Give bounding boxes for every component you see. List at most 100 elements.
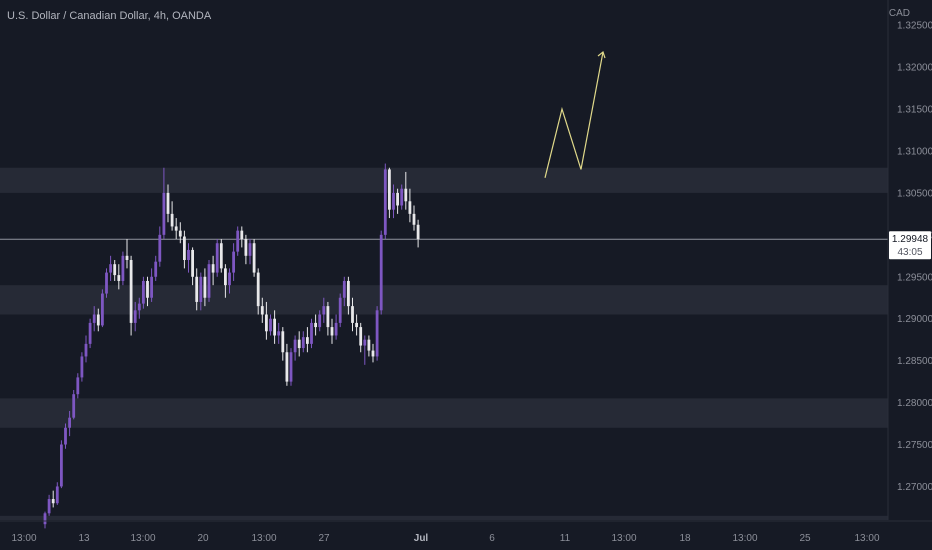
candle: [129, 260, 133, 323]
candle: [400, 188, 404, 206]
time-tick-label: 13:00: [11, 533, 36, 544]
candle: [236, 230, 240, 252]
candlestick-series: [43, 163, 420, 529]
candle: [101, 293, 104, 326]
candle: [117, 275, 121, 281]
candle: [277, 331, 281, 336]
candle: [113, 264, 117, 276]
candle: [92, 314, 96, 323]
zone-band: [0, 167, 888, 193]
projection-line[interactable]: [544, 51, 604, 178]
candle: [240, 230, 244, 240]
price-tick-label: 1.31000: [897, 146, 932, 157]
candle: [43, 513, 47, 525]
candle: [64, 427, 67, 445]
candle: [166, 192, 170, 214]
candle: [269, 318, 272, 332]
candle: [150, 276, 153, 298]
price-tick-label: 1.27500: [897, 440, 932, 451]
candle: [388, 169, 391, 210]
candle: [265, 314, 268, 332]
candle: [215, 243, 219, 273]
price-tick-label: 1.31500: [897, 105, 932, 116]
candle: [109, 264, 112, 273]
projection-path[interactable]: [544, 50, 606, 178]
time-tick-label: 13:00: [854, 533, 879, 544]
candle: [187, 249, 190, 260]
time-tick-label: 27: [318, 533, 330, 544]
candle: [260, 306, 264, 315]
time-tick-label: Jul: [414, 533, 429, 544]
candle: [416, 224, 420, 240]
candle: [219, 243, 223, 269]
candle: [105, 272, 108, 294]
candle: [285, 352, 289, 382]
bar-countdown: 43:05: [897, 247, 922, 258]
current-price-label-bg: [889, 231, 931, 260]
candle: [367, 339, 371, 351]
candle: [224, 268, 227, 286]
time-tick-label: 13:00: [130, 533, 155, 544]
candle: [178, 230, 182, 237]
price-tick-label: 1.29500: [897, 272, 932, 283]
zone-band: [0, 285, 888, 315]
price-axis[interactable]: 1.325001.320001.315001.310001.305001.300…: [897, 21, 932, 493]
candle: [158, 234, 162, 262]
price-tick-label: 1.28500: [897, 356, 932, 367]
candle: [68, 417, 71, 428]
candle: [297, 339, 301, 349]
time-tick-label: 18: [679, 533, 691, 544]
candle: [355, 322, 358, 328]
time-tick-label: 13:00: [732, 533, 757, 544]
candle: [154, 261, 158, 277]
candle: [310, 322, 313, 344]
candle: [342, 280, 346, 298]
candle: [273, 318, 276, 336]
candle: [396, 192, 399, 206]
candle: [207, 264, 211, 298]
price-tick-label: 1.27000: [897, 482, 932, 493]
candle: [47, 499, 51, 514]
candle: [359, 327, 363, 346]
time-tick-label: 20: [197, 533, 209, 544]
candle: [392, 192, 395, 210]
price-tick-label: 1.29000: [897, 314, 932, 325]
price-tick-label: 1.28000: [897, 398, 932, 409]
candle: [51, 499, 55, 504]
candle: [363, 339, 367, 346]
candle: [191, 249, 194, 277]
candle: [133, 310, 137, 323]
candle: [330, 327, 334, 336]
candle: [203, 276, 207, 298]
candle: [72, 394, 76, 418]
candle: [383, 169, 387, 235]
candle: [146, 280, 149, 298]
candle: [80, 356, 84, 378]
candle: [96, 314, 100, 326]
current-price-label: 1.29948 43:05: [889, 231, 931, 260]
candle: [256, 272, 260, 307]
candle: [408, 201, 412, 214]
price-tick-label: 1.30500: [897, 188, 932, 199]
candle: [318, 314, 322, 328]
candle: [347, 280, 350, 307]
candle: [88, 322, 92, 344]
candle: [252, 243, 256, 273]
candle: [289, 352, 293, 382]
price-tick-label: 1.32500: [897, 21, 932, 32]
candle: [162, 192, 166, 235]
candle: [232, 251, 235, 273]
candle: [322, 306, 326, 315]
candle: [55, 486, 59, 504]
candle: [248, 243, 252, 256]
time-axis[interactable]: 13:00 13 13:00 20 13:00 27 Jul 6 11 13:00 18 13:00 2…: [11, 533, 879, 544]
candle: [183, 236, 186, 260]
candle: [314, 322, 317, 328]
time-tick-label: 13:00: [251, 533, 276, 544]
price-tick-label: 1.32000: [897, 63, 932, 74]
current-price-value: 1.29948: [892, 234, 929, 245]
time-tick-label: 13: [78, 533, 90, 544]
candle: [137, 303, 141, 311]
